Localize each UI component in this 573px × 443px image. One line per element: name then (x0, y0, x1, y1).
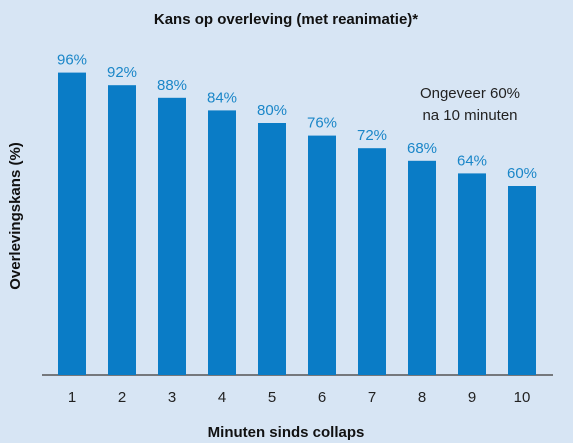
chart-title: Kans op overleving (met reanimatie)* (154, 11, 418, 28)
y-axis-label: Overlevingskans (%) (7, 142, 24, 290)
x-tick-label: 9 (468, 389, 476, 406)
value-label: 84% (207, 89, 237, 106)
value-label: 72% (357, 127, 387, 144)
bar (108, 85, 136, 375)
bar (158, 97, 186, 376)
value-label: 80% (257, 102, 287, 119)
bar (358, 148, 386, 375)
bar (458, 173, 486, 375)
x-tick-label: 4 (218, 389, 226, 406)
value-label: 92% (107, 64, 137, 81)
bar (408, 160, 436, 375)
x-tick-label: 10 (514, 389, 531, 406)
x-tick-label: 3 (168, 389, 176, 406)
value-label: 64% (457, 152, 487, 169)
x-tick-label: 7 (368, 389, 376, 406)
value-label: 60% (507, 165, 537, 182)
bar (308, 135, 336, 375)
bar (508, 186, 536, 375)
x-axis-label: Minuten sinds collaps (208, 424, 365, 441)
bar (258, 123, 286, 375)
annotation: Ongeveer 60% (420, 85, 520, 102)
bar (58, 72, 86, 375)
x-tick-label: 8 (418, 389, 426, 406)
x-tick-label: 1 (68, 389, 76, 406)
value-label: 96% (57, 52, 87, 69)
x-tick-label: 5 (268, 389, 276, 406)
bar (208, 110, 236, 376)
value-label: 68% (407, 140, 437, 157)
value-label: 88% (157, 77, 187, 94)
value-label: 76% (307, 115, 337, 132)
x-tick-label: 2 (118, 389, 126, 406)
annotation: na 10 minuten (422, 107, 517, 124)
x-tick-label: 6 (318, 389, 326, 406)
